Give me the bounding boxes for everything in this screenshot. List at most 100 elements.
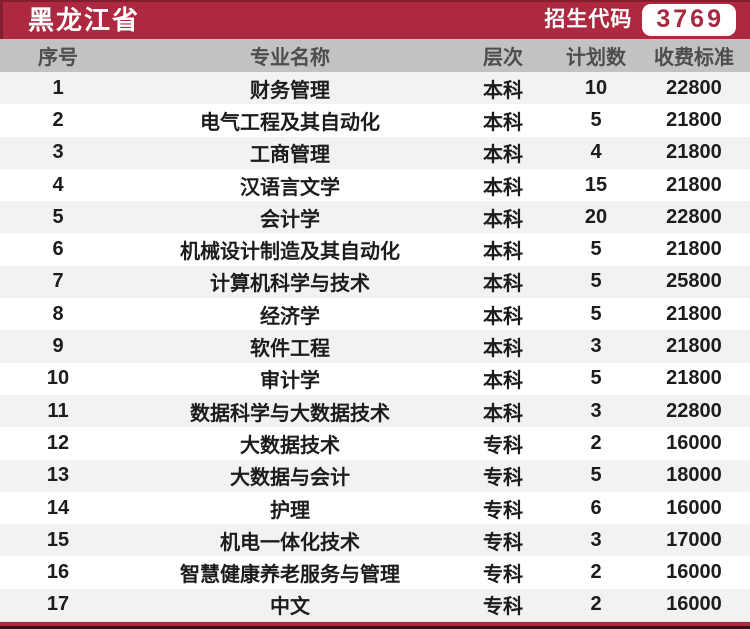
cell-level: 本科: [483, 79, 523, 102]
province-title: 黑龙江省: [28, 4, 141, 35]
column-header-plan: 计划数: [566, 47, 626, 69]
cell-major: 大数据与会计: [230, 467, 351, 490]
table-row: 3 工商管理 本科 4 21800: [0, 136, 750, 169]
cell-major: 机电一体化技术: [220, 531, 361, 554]
cell-no: 12: [46, 431, 70, 454]
cell-no: 8: [52, 302, 64, 325]
cell-plan: 20: [584, 205, 608, 228]
cell-fee: 21800: [666, 173, 722, 196]
cell-no: 5: [52, 205, 64, 228]
province-header: 黑龙江省 招生代码 3769: [0, 0, 750, 39]
cell-plan: 6: [590, 496, 602, 519]
table-row: 13 大数据与会计 专科 5 18000: [0, 459, 750, 492]
cell-no: 17: [46, 593, 70, 616]
cell-fee: 22800: [666, 399, 722, 422]
cell-major: 护理: [270, 499, 311, 522]
table-row: 2 电气工程及其自动化 本科 5 21800: [0, 104, 750, 137]
cell-fee: 21800: [666, 238, 722, 261]
cell-no: 4: [52, 173, 64, 196]
cell-major: 计算机科学与技术: [210, 273, 371, 296]
cell-plan: 5: [590, 238, 602, 261]
cell-fee: 18000: [666, 464, 722, 487]
cell-major: 中文: [270, 596, 311, 619]
cell-major: 经济学: [260, 305, 321, 328]
cell-plan: 2: [590, 593, 602, 616]
cell-fee: 21800: [666, 108, 722, 131]
cell-no: 16: [46, 561, 70, 584]
column-header-no: 序号: [38, 47, 78, 69]
table-row: 14 护理 专科 6 16000: [0, 491, 750, 525]
cell-no: 14: [46, 496, 70, 519]
cell-level: 本科: [483, 208, 523, 231]
cell-major: 机械设计制造及其自动化: [180, 241, 401, 264]
cell-level: 本科: [483, 305, 523, 328]
cell-plan: 5: [590, 302, 602, 325]
cell-level: 本科: [483, 111, 523, 134]
cell-plan: 3: [590, 399, 602, 422]
cell-fee: 25800: [666, 270, 722, 293]
cell-plan: 3: [590, 335, 602, 358]
cell-plan: 2: [590, 431, 602, 454]
cell-no: 10: [46, 367, 70, 390]
cell-no: 3: [52, 141, 64, 164]
table-row: 8 经济学 本科 5 21800: [0, 298, 750, 331]
footer-divider: [0, 621, 750, 629]
cell-no: 2: [52, 108, 64, 131]
table-body: 1 财务管理 本科 10 22800 2 电气工程及其自动化 本科 5 2180…: [0, 72, 750, 622]
cell-major: 大数据技术: [240, 434, 341, 457]
table-row: 15 机电一体化技术 专科 3 17000: [0, 524, 750, 557]
cell-no: 13: [46, 464, 70, 487]
cell-major: 工商管理: [250, 144, 331, 167]
cell-level: 本科: [483, 402, 523, 425]
table-row: 17 中文 专科 2 16000: [0, 588, 750, 622]
column-header-major: 专业名称: [250, 47, 331, 69]
table-row: 16 智慧健康养老服务与管理 专科 2 16000: [0, 556, 750, 589]
cell-level: 本科: [483, 241, 523, 264]
column-header-level: 层次: [483, 47, 523, 69]
table-row: 12 大数据技术 专科 2 16000: [0, 427, 750, 460]
cell-no: 11: [47, 399, 69, 422]
cell-plan: 3: [590, 528, 602, 551]
cell-major: 智慧健康养老服务与管理: [180, 564, 401, 587]
table-row: 6 机械设计制造及其自动化 本科 5 21800: [0, 233, 750, 266]
cell-level: 专科: [483, 467, 523, 490]
cell-no: 1: [52, 76, 64, 99]
cell-plan: 10: [584, 76, 608, 99]
cell-fee: 22800: [666, 76, 722, 99]
cell-no: 15: [46, 528, 70, 551]
cell-level: 专科: [483, 596, 523, 619]
cell-fee: 21800: [666, 141, 722, 164]
cell-fee: 17000: [666, 528, 722, 551]
cell-plan: 15: [584, 173, 608, 196]
cell-no: 9: [52, 335, 64, 358]
cell-fee: 16000: [666, 561, 722, 584]
cell-fee: 21800: [666, 367, 722, 390]
table-row: 5 会计学 本科 20 22800: [0, 201, 750, 234]
cell-fee: 16000: [666, 431, 722, 454]
cell-major: 电气工程及其自动化: [200, 111, 381, 134]
cell-plan: 5: [590, 464, 602, 487]
cell-major: 审计学: [260, 370, 321, 393]
cell-plan: 5: [590, 270, 602, 293]
cell-level: 专科: [483, 434, 523, 457]
admission-code-group: 招生代码 3769: [544, 3, 736, 36]
column-header-fee: 收费标准: [653, 47, 734, 69]
cell-level: 本科: [483, 176, 523, 199]
cell-no: 6: [52, 238, 64, 261]
cell-level: 专科: [483, 564, 523, 587]
cell-fee: 16000: [666, 496, 722, 519]
table-row: 7 计算机科学与技术 本科 5 25800: [0, 265, 750, 299]
cell-level: 专科: [483, 531, 523, 554]
cell-plan: 2: [590, 561, 602, 584]
table-row: 1 财务管理 本科 10 22800: [0, 72, 750, 105]
table-row: 10 审计学 本科 5 21800: [0, 362, 750, 395]
table-row: 9 软件工程 本科 3 21800: [0, 330, 750, 363]
table-row: 11 数据科学与大数据技术 本科 3 22800: [0, 394, 750, 428]
cell-level: 本科: [483, 144, 523, 167]
admission-code-badge: 3769: [642, 3, 736, 36]
cell-major: 会计学: [260, 208, 321, 231]
cell-fee: 21800: [666, 302, 722, 325]
cell-major: 数据科学与大数据技术: [190, 402, 391, 425]
cell-fee: 22800: [666, 205, 722, 228]
cell-plan: 4: [590, 141, 602, 164]
